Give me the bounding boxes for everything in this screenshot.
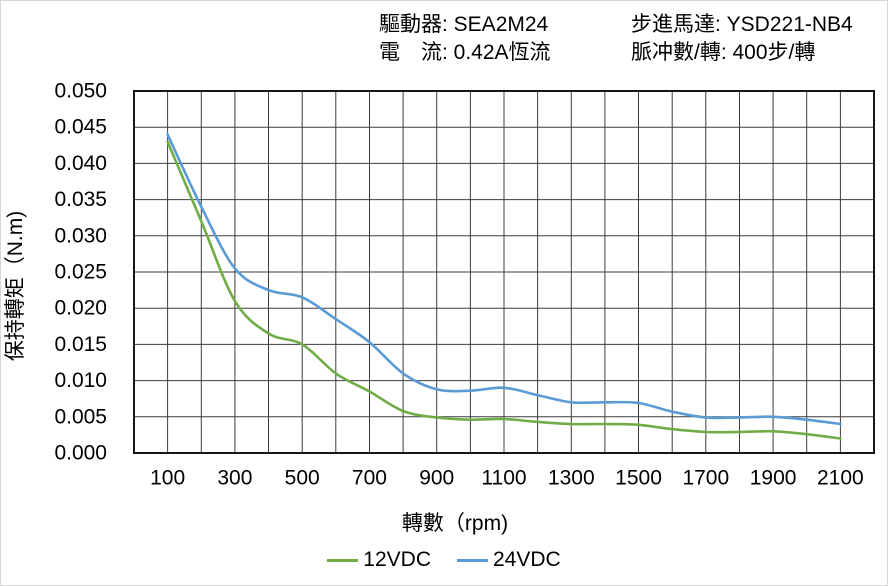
series-line-12vdc [166,140,842,440]
x-tick-label: 1500 [615,467,662,490]
x-tick-label: 300 [217,467,252,490]
x-tick-label: 500 [285,467,320,490]
chart-legend: 12VDC 24VDC [1,548,887,572]
legend-item-12vdc: 12VDC [327,548,431,572]
y-tick-label: 0.030 [54,224,107,247]
y-tick-label: 0.040 [54,152,107,175]
y-tick-label: 0.005 [54,405,107,428]
legend-label-12vdc: 12VDC [363,548,431,571]
plot-border [133,90,875,454]
series-line-24vdc [166,133,842,426]
y-tick-label: 0.000 [54,442,107,465]
header-current: 電 流: 0.42A恆流 [379,41,551,64]
y-tick-label: 0.035 [54,188,107,211]
legend-line-icon [457,558,488,562]
y-tick-label: 0.010 [54,369,107,392]
x-tick-label: 100 [150,467,185,490]
x-tick-label: 2100 [817,467,864,490]
header-pulses: 脈冲數/轉: 400步/轉 [631,41,816,64]
legend-item-24vdc: 24VDC [457,548,561,572]
legend-label-24vdc: 24VDC [493,548,561,571]
y-tick-label: 0.045 [54,116,107,139]
x-tick-label: 1100 [481,467,526,490]
x-tick-label: 900 [419,467,454,490]
legend-line-icon [327,558,359,562]
header-driver: 驅動器: SEA2M24 [379,13,549,36]
y-tick-label: 0.050 [54,80,107,103]
x-axis-title: 轉數（rpm) [401,512,509,535]
x-tick-label: 1300 [548,467,595,490]
y-tick-label: 0.025 [54,261,107,284]
y-axis-title: 保持轉矩（N.m) [4,210,27,362]
x-tick-label: 700 [352,467,387,490]
x-tick-label: 1900 [750,467,797,490]
y-tick-label: 0.015 [54,333,107,356]
y-tick-label: 0.020 [54,297,107,320]
x-tick-label: 1700 [682,467,729,490]
header-motor: 步進馬達: YSD221-NB4 [631,13,853,36]
